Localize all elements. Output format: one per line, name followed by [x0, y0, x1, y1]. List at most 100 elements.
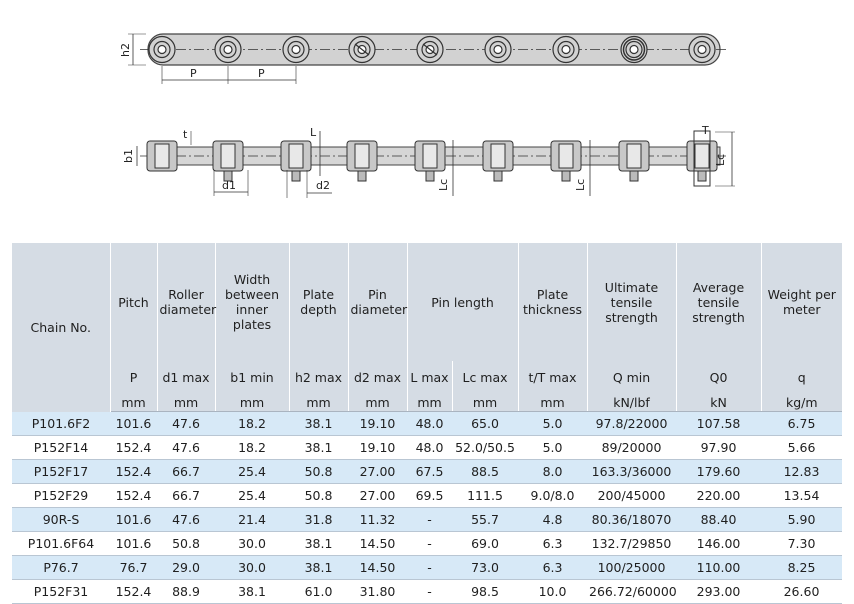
value-cell: 38.1	[215, 579, 289, 604]
t-label: t	[183, 128, 188, 141]
value-cell: 8.0	[518, 459, 588, 484]
pitch-label-2: P	[258, 67, 265, 80]
pitch-label-1: P	[190, 67, 197, 80]
table-row: P152F14 152.4 47.6 18.2 38.1 19.10 48.0 52.0/50…	[12, 435, 843, 460]
table-row: P76.7 76.7 29.0 30.0 38.1 14.50-73.0 6.3 100/25…	[12, 555, 843, 580]
symbol-cell: t/T max	[518, 361, 588, 393]
unit-cell: kN/lbf	[587, 393, 677, 412]
value-cell: 18.2	[215, 435, 289, 460]
value-cell: 293.00	[676, 579, 762, 604]
value-cell: 200/45000	[587, 483, 677, 508]
unit-cell: mm	[215, 393, 290, 412]
unit-cell: mm	[452, 393, 519, 412]
value-cell: 107.58	[676, 411, 762, 436]
table-row: P152F17 152.4 66.7 25.4 50.8 27.00 67.5 88.5 8.0…	[12, 459, 843, 484]
value-cell: -	[407, 507, 452, 532]
value-cell: 73.0	[452, 555, 519, 580]
value-cell: 5.90	[761, 507, 843, 532]
value-cell: 97.8/22000	[587, 411, 677, 436]
value-cell: 10.0	[518, 579, 588, 604]
value-cell: 5.0	[518, 411, 588, 436]
chain-drawing: h2 P P t b1 d1 d2 L Lc Lc Lc T	[119, 33, 735, 198]
top-joint	[484, 35, 512, 64]
table-row: 90R-S 101.6 47.6 21.4 31.8 11.32-55.7 4.8 80.36…	[12, 507, 843, 532]
value-cell: 31.8	[289, 507, 348, 532]
pin-length-header: Pin length	[407, 243, 519, 361]
h2-label: h2	[119, 43, 132, 57]
chain-no-cell: P152F29	[12, 483, 110, 508]
value-cell: 97.90	[676, 435, 762, 460]
value-cell: 12.83	[761, 459, 843, 484]
b1-label: b1	[122, 149, 135, 163]
value-cell: 19.10	[348, 411, 407, 436]
value-cell: -	[407, 555, 452, 580]
value-cell: 88.9	[157, 579, 215, 604]
d1-label: d1	[222, 179, 236, 192]
symbol-cell: Q min	[587, 361, 677, 393]
value-cell: 100/25000	[587, 555, 677, 580]
pitch-header: Pitch	[110, 243, 158, 361]
side-joint	[212, 140, 244, 182]
value-cell: 101.6	[110, 531, 157, 556]
value-cell: 27.00	[348, 483, 407, 508]
top-joint	[552, 35, 580, 64]
value-cell: 266.72/60000	[587, 579, 677, 604]
value-cell: 38.1	[289, 435, 348, 460]
top-joint	[214, 35, 242, 64]
header-names-row: Chain No. Pitch Roller diameter Width be…	[12, 243, 843, 412]
symbol-cell: P	[110, 361, 158, 393]
value-cell: 31.80	[348, 579, 407, 604]
chain-no-header: Chain No.	[12, 243, 111, 412]
table-row: P101.6F2 101.6 47.6 18.2 38.1 19.10 48.0 65.0 5.…	[12, 411, 843, 436]
weight-per-meter-header: Weight per meter	[761, 243, 843, 361]
value-cell: 5.66	[761, 435, 843, 460]
value-cell: 26.60	[761, 579, 843, 604]
value-cell: 88.5	[452, 459, 519, 484]
value-cell: 19.10	[348, 435, 407, 460]
value-cell: 152.4	[110, 459, 157, 484]
value-cell: 30.0	[215, 531, 289, 556]
value-cell: 25.4	[215, 459, 289, 484]
value-cell: 27.00	[348, 459, 407, 484]
lc-label-1: Lc	[437, 179, 450, 191]
symbol-cell: q	[761, 361, 843, 393]
top-joint	[416, 35, 444, 64]
value-cell: 38.1	[289, 555, 348, 580]
side-joint	[280, 140, 312, 182]
value-cell: 69.0	[452, 531, 519, 556]
value-cell: 47.6	[157, 507, 215, 532]
value-cell: 67.5	[407, 459, 452, 484]
value-cell: 101.6	[110, 507, 157, 532]
chain-top-view	[128, 33, 728, 84]
value-cell: 11.32	[348, 507, 407, 532]
side-joint	[346, 140, 378, 182]
lc-label-2: Lc	[574, 179, 587, 191]
value-cell: 38.1	[289, 411, 348, 436]
unit-cell: mm	[518, 393, 588, 412]
symbol-cell: d1 max	[157, 361, 216, 393]
table-row: P152F31 152.4 88.9 38.1 61.0 31.80-98.5 10.0 26…	[12, 579, 843, 604]
top-joint	[148, 35, 176, 64]
value-cell: 9.0/8.0	[518, 483, 588, 508]
symbol-cell: Lc max	[452, 361, 519, 393]
pin-diameter-header: Pin diameter	[348, 243, 408, 361]
symbol-cell: h2 max	[289, 361, 349, 393]
value-cell: 21.4	[215, 507, 289, 532]
unit-cell: mm	[110, 393, 158, 412]
chain-side-view	[136, 130, 735, 198]
value-cell: 6.3	[518, 555, 588, 580]
value-cell: -	[407, 579, 452, 604]
lc-label-3: Lc	[714, 154, 727, 166]
plate-depth-header: Plate depth	[289, 243, 349, 361]
value-cell: 65.0	[452, 411, 519, 436]
symbol-cell: b1 min	[215, 361, 290, 393]
value-cell: 111.5	[452, 483, 519, 508]
side-joint	[146, 140, 178, 172]
unit-cell: mm	[407, 393, 453, 412]
value-cell: 6.75	[761, 411, 843, 436]
chain-no-cell: P152F14	[12, 435, 110, 460]
symbol-cell: Q0	[676, 361, 762, 393]
side-joint	[686, 130, 718, 187]
value-cell: 110.00	[676, 555, 762, 580]
value-cell: 50.8	[157, 531, 215, 556]
